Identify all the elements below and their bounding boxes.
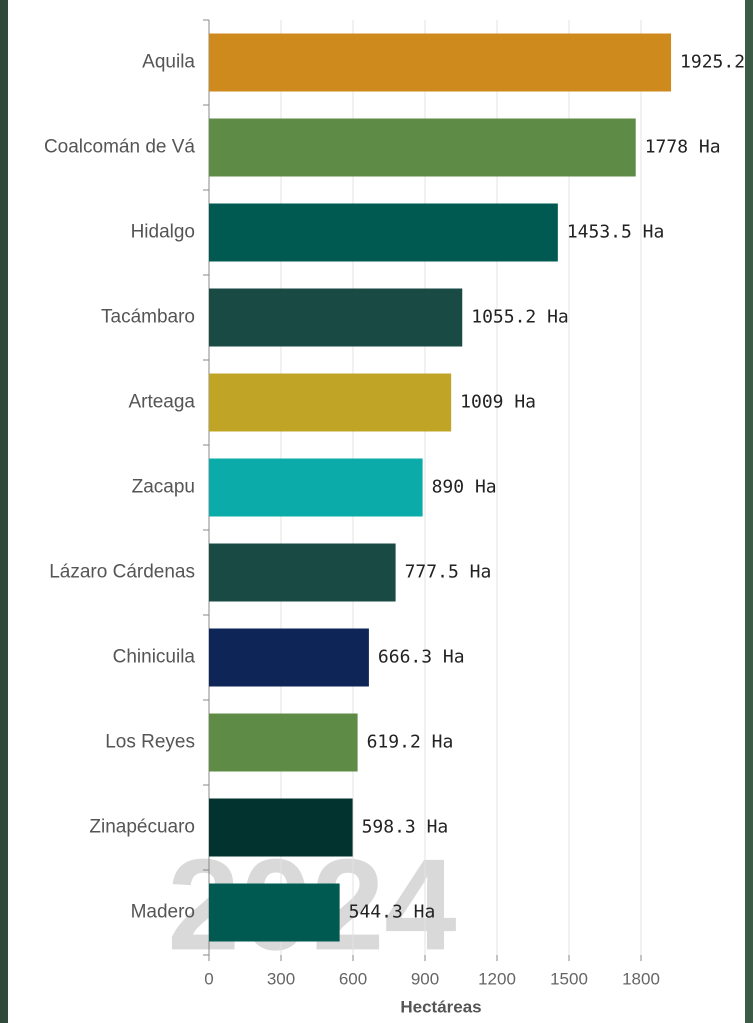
bar [209, 458, 423, 517]
value-label: 598.3 Ha [362, 817, 449, 838]
x-tick-label: 300 [267, 969, 295, 988]
bar [209, 543, 396, 602]
value-label: 777.5 Ha [405, 562, 492, 583]
y-tick-label: Zacapu [132, 477, 195, 498]
bar [209, 628, 369, 687]
y-tick-label: Arteaga [128, 392, 195, 413]
x-tick-label: 600 [339, 969, 367, 988]
y-tick-label: Hidalgo [131, 222, 195, 243]
x-axis-title: Hectáreas [400, 997, 481, 1016]
x-tick-label: 1800 [622, 969, 660, 988]
y-tick-label: Los Reyes [105, 732, 195, 753]
bar [209, 118, 636, 177]
bar [209, 373, 452, 432]
bar [209, 203, 558, 262]
bar [209, 713, 358, 772]
x-tick-label: 900 [411, 969, 439, 988]
value-label: 666.3 Ha [378, 647, 465, 668]
bar [209, 33, 672, 92]
value-label: 544.3 Ha [349, 902, 436, 923]
y-tick-label: Madero [131, 902, 195, 923]
y-tick-label: Lázaro Cárdenas [49, 562, 195, 583]
value-label: 1925.2 Ha [680, 52, 753, 73]
bar [209, 798, 353, 857]
y-tick-label: Zinapécuaro [89, 817, 195, 838]
value-label: 619.2 Ha [367, 732, 454, 753]
x-tick-label: 1500 [550, 969, 588, 988]
x-tick-label: 1200 [478, 969, 516, 988]
value-label: 1009 Ha [460, 392, 536, 413]
x-tick-label: 0 [204, 969, 213, 988]
value-label: 1778 Ha [645, 137, 721, 158]
bar [209, 883, 340, 942]
y-tick-label: Tacámbaro [101, 307, 195, 328]
value-label: 1453.5 Ha [567, 222, 665, 243]
value-label: 890 Ha [432, 477, 497, 498]
y-tick-label: Aquila [142, 52, 195, 73]
y-tick-label: Coalcomán de Vá [44, 137, 195, 158]
y-tick-label: Chinicuila [113, 647, 196, 668]
value-label: 1055.2 Ha [471, 307, 569, 328]
bar [209, 288, 463, 347]
